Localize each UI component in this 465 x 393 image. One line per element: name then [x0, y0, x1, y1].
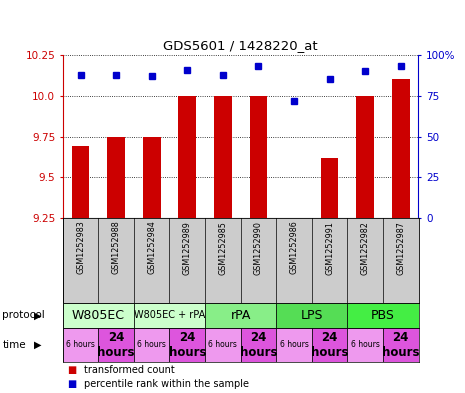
Bar — [134, 328, 169, 362]
Bar — [205, 328, 241, 362]
Text: W805EC + rPA: W805EC + rPA — [134, 310, 205, 320]
Text: rPA: rPA — [231, 309, 251, 322]
Text: GSM1252990: GSM1252990 — [254, 220, 263, 275]
Bar — [321, 158, 339, 218]
Bar — [383, 328, 418, 362]
Bar — [312, 328, 347, 362]
Bar — [347, 303, 418, 328]
Bar — [205, 303, 276, 328]
Bar — [134, 303, 205, 328]
Bar — [179, 96, 196, 218]
Text: PBS: PBS — [371, 309, 395, 322]
Text: GSM1252988: GSM1252988 — [112, 220, 120, 274]
Text: GSM1252989: GSM1252989 — [183, 220, 192, 275]
Text: 6 hours: 6 hours — [137, 340, 166, 349]
Bar — [72, 146, 89, 218]
Title: GDS5601 / 1428220_at: GDS5601 / 1428220_at — [163, 39, 318, 52]
Text: 6 hours: 6 hours — [66, 340, 95, 349]
Text: 24
hours: 24 hours — [97, 331, 135, 359]
Text: transformed count: transformed count — [84, 365, 174, 375]
Bar — [250, 96, 267, 218]
Text: 24
hours: 24 hours — [239, 331, 277, 359]
Text: ▶: ▶ — [34, 310, 42, 320]
Text: protocol: protocol — [2, 310, 45, 320]
Bar — [63, 303, 134, 328]
Bar — [392, 79, 410, 218]
Text: GSM1252991: GSM1252991 — [325, 220, 334, 275]
Text: ■: ■ — [67, 365, 77, 375]
Bar — [99, 328, 134, 362]
Bar — [276, 328, 312, 362]
Text: ■: ■ — [67, 379, 77, 389]
Bar — [107, 136, 125, 218]
Bar — [347, 328, 383, 362]
Text: GSM1252986: GSM1252986 — [290, 220, 299, 274]
Bar — [214, 96, 232, 218]
Text: 6 hours: 6 hours — [208, 340, 237, 349]
Text: time: time — [2, 340, 26, 350]
Text: ▶: ▶ — [34, 340, 42, 350]
Text: GSM1252987: GSM1252987 — [396, 220, 405, 275]
Text: 6 hours: 6 hours — [279, 340, 308, 349]
Text: 24
hours: 24 hours — [311, 331, 348, 359]
Text: 24
hours: 24 hours — [382, 331, 419, 359]
Text: GSM1252982: GSM1252982 — [361, 220, 370, 275]
Text: GSM1252984: GSM1252984 — [147, 220, 156, 274]
Bar — [169, 328, 205, 362]
Text: GSM1252983: GSM1252983 — [76, 220, 85, 274]
Text: percentile rank within the sample: percentile rank within the sample — [84, 379, 249, 389]
Text: W805EC: W805EC — [72, 309, 125, 322]
Text: 6 hours: 6 hours — [351, 340, 379, 349]
Text: LPS: LPS — [300, 309, 323, 322]
Bar — [276, 303, 347, 328]
Bar — [63, 328, 99, 362]
Bar — [143, 136, 160, 218]
Bar — [356, 96, 374, 218]
Bar — [241, 328, 276, 362]
Text: GSM1252985: GSM1252985 — [219, 220, 227, 275]
Text: 24
hours: 24 hours — [168, 331, 206, 359]
